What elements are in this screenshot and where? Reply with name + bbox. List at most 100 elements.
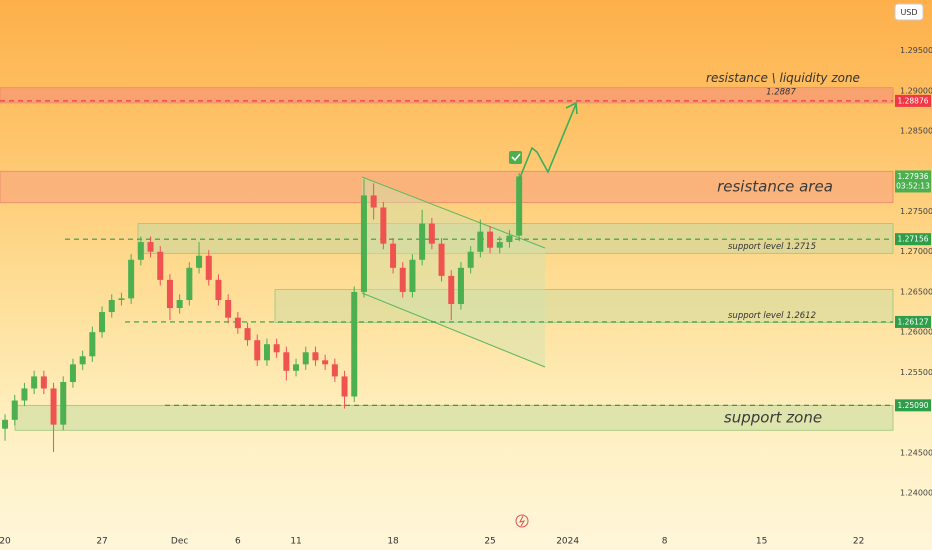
zone-label: support zone bbox=[724, 408, 822, 426]
y-tick-label: 1.24000 bbox=[900, 489, 932, 498]
candle-body bbox=[205, 255, 212, 280]
candle-body bbox=[322, 360, 329, 365]
candle-body bbox=[351, 291, 358, 397]
candle-body bbox=[496, 242, 503, 248]
channel-upper bbox=[361, 176, 546, 249]
candle-body bbox=[487, 231, 494, 248]
y-tick-label: 1.28500 bbox=[900, 127, 932, 136]
candle-body bbox=[176, 299, 183, 309]
zone-label: support level 1.2612 bbox=[728, 311, 816, 321]
candle-body bbox=[2, 419, 9, 429]
x-tick-label: 2024 bbox=[556, 537, 579, 547]
candle-body bbox=[399, 267, 406, 292]
check-mark bbox=[511, 153, 521, 162]
candle-body bbox=[263, 344, 270, 361]
y-tick-label: 1.25500 bbox=[900, 368, 932, 377]
candle-body bbox=[477, 231, 484, 252]
candle-body bbox=[137, 242, 144, 260]
x-tick-label: 20 bbox=[0, 537, 11, 547]
event-bolt bbox=[519, 515, 526, 527]
candle-body bbox=[108, 299, 115, 313]
check-icon bbox=[509, 151, 522, 164]
x-tick-label: 22 bbox=[853, 537, 864, 547]
candle-body bbox=[283, 352, 290, 371]
candle-body bbox=[60, 382, 67, 425]
price-tag bbox=[895, 399, 931, 412]
zone-label: support level 1.2715 bbox=[728, 242, 816, 252]
x-tick-label: 27 bbox=[96, 537, 107, 547]
y-tick-label: 1.29500 bbox=[900, 46, 932, 55]
y-tick-label: 1.27000 bbox=[900, 247, 932, 256]
zones bbox=[0, 87, 894, 431]
y-tick-label: 1.26500 bbox=[900, 287, 932, 296]
zone-label: resistance area bbox=[717, 177, 833, 195]
price-axis: 1.29500 1.29000 1.28500 1.27500 1.27000 1.265… bbox=[895, 46, 932, 498]
candle-body bbox=[448, 275, 455, 305]
y-tick-label: 1.26000 bbox=[900, 328, 932, 337]
zone bbox=[14, 404, 894, 431]
x-tick-label: 11 bbox=[290, 537, 301, 547]
candle-body bbox=[234, 317, 241, 329]
x-tick-label: 15 bbox=[756, 537, 767, 547]
candle-body bbox=[69, 364, 76, 383]
candle-body bbox=[31, 376, 38, 389]
event-icon bbox=[515, 514, 529, 528]
candle-body bbox=[215, 279, 222, 300]
candle-body bbox=[331, 364, 338, 377]
x-tick-label: 25 bbox=[484, 537, 495, 547]
candle-body bbox=[244, 328, 251, 341]
price-tag-label: 1.26127 bbox=[897, 317, 928, 326]
channel bbox=[362, 177, 545, 367]
candle-body bbox=[457, 267, 464, 305]
candle-body bbox=[186, 267, 193, 300]
candle-body bbox=[225, 299, 232, 318]
zone bbox=[274, 289, 894, 323]
y-tick-label: 1.29000 bbox=[900, 86, 932, 95]
price-tag-label: 1.28876 bbox=[897, 96, 928, 105]
last-price-tag bbox=[895, 170, 931, 193]
candle-body bbox=[254, 340, 261, 361]
candle-body bbox=[312, 352, 319, 361]
candle-body bbox=[50, 388, 57, 425]
price-tag bbox=[895, 233, 931, 246]
price-tag-label: 1.27156 bbox=[897, 235, 928, 244]
x-tick-label: 18 bbox=[387, 537, 399, 547]
candle-body bbox=[516, 176, 523, 236]
candle-body bbox=[11, 400, 18, 420]
candle-body bbox=[21, 388, 28, 401]
candle-body bbox=[40, 376, 47, 389]
zone bbox=[0, 170, 894, 204]
annotations: resistance \ liquidity zone resistance ar… bbox=[706, 71, 860, 426]
candle-body bbox=[360, 195, 367, 292]
candle-body bbox=[196, 255, 203, 268]
price-tag bbox=[895, 94, 931, 107]
x-tick-label: Dec bbox=[171, 537, 188, 547]
candle-body bbox=[273, 344, 280, 353]
candle-body bbox=[157, 251, 164, 280]
candle-body bbox=[506, 235, 513, 243]
arrow-head bbox=[565, 101, 578, 115]
candle-body bbox=[341, 376, 348, 397]
candle-body bbox=[380, 207, 387, 244]
zone bbox=[137, 223, 894, 254]
x-tick-label: 8 bbox=[662, 537, 668, 547]
x-tick-label: 6 bbox=[235, 537, 241, 547]
zone-label: resistance \ liquidity zone bbox=[706, 71, 860, 85]
countdown: 03:52:13 bbox=[896, 181, 930, 190]
candle-body bbox=[370, 195, 377, 208]
candle-body bbox=[467, 251, 474, 268]
candle-body bbox=[147, 242, 154, 252]
candle-body bbox=[128, 259, 135, 299]
candle-body bbox=[302, 352, 309, 365]
last-price-label: 1.27936 bbox=[897, 172, 928, 181]
currency-box bbox=[894, 3, 924, 21]
price-tag bbox=[895, 315, 931, 328]
candle-body bbox=[99, 312, 106, 333]
candles bbox=[2, 172, 523, 452]
candle-body bbox=[428, 223, 435, 244]
candle-body bbox=[293, 364, 300, 371]
candle-body bbox=[79, 356, 86, 365]
candle-body bbox=[166, 279, 173, 309]
channel-lower bbox=[361, 292, 546, 368]
